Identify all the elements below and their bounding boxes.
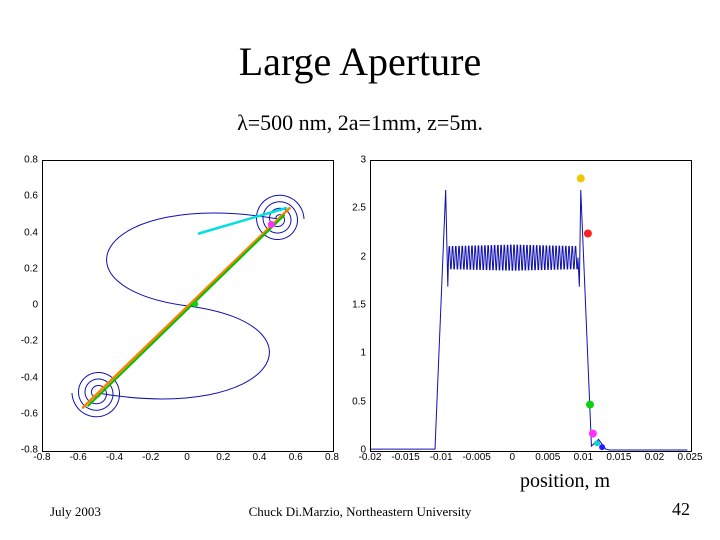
- xtick-label: -0.8: [33, 452, 50, 463]
- xtick-label: 0.4: [253, 452, 267, 463]
- xtick-label: 0.01: [574, 452, 593, 463]
- ytick-label: 0.4: [8, 227, 38, 238]
- ytick-label: 1.5: [342, 300, 366, 311]
- xtick-label: -0.005: [462, 452, 490, 463]
- xtick-label: 0.02: [645, 452, 664, 463]
- xtick-label: 0: [509, 452, 515, 463]
- ytick-label: 3: [342, 155, 366, 166]
- intensity-plot-svg: [371, 161, 691, 451]
- page-number: 42: [672, 499, 690, 520]
- phasor-plot: [42, 160, 334, 452]
- ytick-label: -0.4: [8, 372, 38, 383]
- x-axis-title: position, m: [520, 470, 610, 493]
- xtick-label: 0.005: [535, 452, 560, 463]
- xtick-label: -0.015: [391, 452, 419, 463]
- ytick-label: 2: [342, 251, 366, 262]
- ytick-label: 2.5: [342, 203, 366, 214]
- xtick-label: -0.2: [142, 452, 159, 463]
- phasor-plot-svg: [43, 161, 333, 451]
- intensity-plot: [370, 160, 692, 452]
- ytick-label: 1: [342, 348, 366, 359]
- xtick-label: -0.4: [106, 452, 123, 463]
- xtick-label: -0.6: [70, 452, 87, 463]
- xtick-label: 0.8: [325, 452, 339, 463]
- footer-author: Chuck Di.Marzio, Northeastern University: [0, 504, 720, 520]
- xtick-label: -0.02: [359, 452, 382, 463]
- ytick-label: 0.6: [8, 191, 38, 202]
- ytick-label: -0.6: [8, 408, 38, 419]
- ytick-label: 0.5: [342, 396, 366, 407]
- ytick-label: 0.2: [8, 263, 38, 274]
- xtick-label: 0: [184, 452, 190, 463]
- xtick-label: 0.025: [677, 452, 702, 463]
- ytick-label: 0.8: [8, 155, 38, 166]
- xtick-label: 0.2: [216, 452, 230, 463]
- xtick-label: 0.6: [289, 452, 303, 463]
- ytick-label: -0.2: [8, 336, 38, 347]
- xtick-label: -0.01: [430, 452, 453, 463]
- slide-subtitle: λ=500 nm, 2a=1mm, z=5m.: [0, 110, 720, 136]
- ytick-label: 0: [8, 300, 38, 311]
- slide-title: Large Aperture: [0, 38, 720, 85]
- xtick-label: 0.015: [606, 452, 631, 463]
